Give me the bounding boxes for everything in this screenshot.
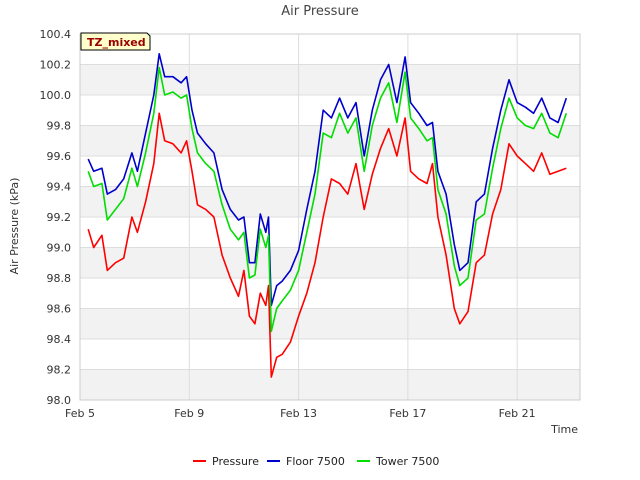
tz-annotation: TZ_mixed	[80, 32, 151, 51]
legend-item: Tower 7500	[357, 455, 439, 468]
x-axis-ticks: Feb 5 Feb 9 Feb 13 Feb 17 Feb 21	[65, 407, 536, 420]
y-tick-label: 98.2	[47, 364, 72, 377]
plot-band	[80, 369, 580, 400]
plot-band	[80, 308, 580, 339]
y-tick-label: 99.0	[47, 242, 72, 255]
y-tick-label: 98.0	[47, 394, 72, 407]
series-line-tower-7500	[87, 66, 568, 333]
legend-item: Pressure	[193, 455, 259, 468]
tz-annotation-box	[80, 32, 151, 51]
y-tick-label: 100.4	[40, 28, 72, 41]
x-tick-label: Feb 5	[65, 407, 95, 420]
series-lines	[87, 52, 568, 378]
legend-label: Tower 7500	[375, 455, 439, 468]
series-line-floor-7500	[87, 52, 568, 307]
y-axis-ticks: 98.0 98.2 98.4 98.6 98.8 99.0 99.2 99.4 99.6 99.8…	[40, 28, 72, 407]
y-tick-label: 98.8	[47, 272, 72, 285]
chart-title: Air Pressure	[281, 4, 359, 19]
tz-annotation-text: TZ_mixed	[87, 36, 146, 49]
y-tick-label: 99.4	[47, 181, 72, 194]
series-line-pressure	[87, 112, 567, 378]
y-tick-label: 99.2	[47, 211, 72, 224]
y-tick-label: 98.6	[47, 303, 72, 316]
legend: Pressure Floor 7500 Tower 7500	[193, 455, 439, 468]
x-tick-label: Feb 17	[389, 407, 426, 420]
x-axis-label: Time	[550, 423, 578, 436]
x-tick-label: Feb 13	[280, 407, 317, 420]
legend-label: Pressure	[212, 455, 259, 468]
plot-band	[80, 186, 580, 217]
y-tick-label: 100.2	[40, 59, 72, 72]
plot-background	[80, 64, 580, 400]
y-tick-label: 98.4	[47, 333, 72, 346]
y-tick-label: 100.0	[40, 89, 72, 102]
x-tick-label: Feb 21	[499, 407, 536, 420]
x-tick-label: Feb 9	[174, 407, 204, 420]
y-tick-label: 99.8	[47, 120, 72, 133]
plot-band	[80, 247, 580, 278]
y-tick-label: 99.6	[47, 150, 72, 163]
legend-label: Floor 7500	[286, 455, 345, 468]
y-axis-label: Air Pressure (kPa)	[8, 178, 21, 275]
plot-frame	[79, 33, 581, 401]
legend-item: Floor 7500	[267, 455, 345, 468]
